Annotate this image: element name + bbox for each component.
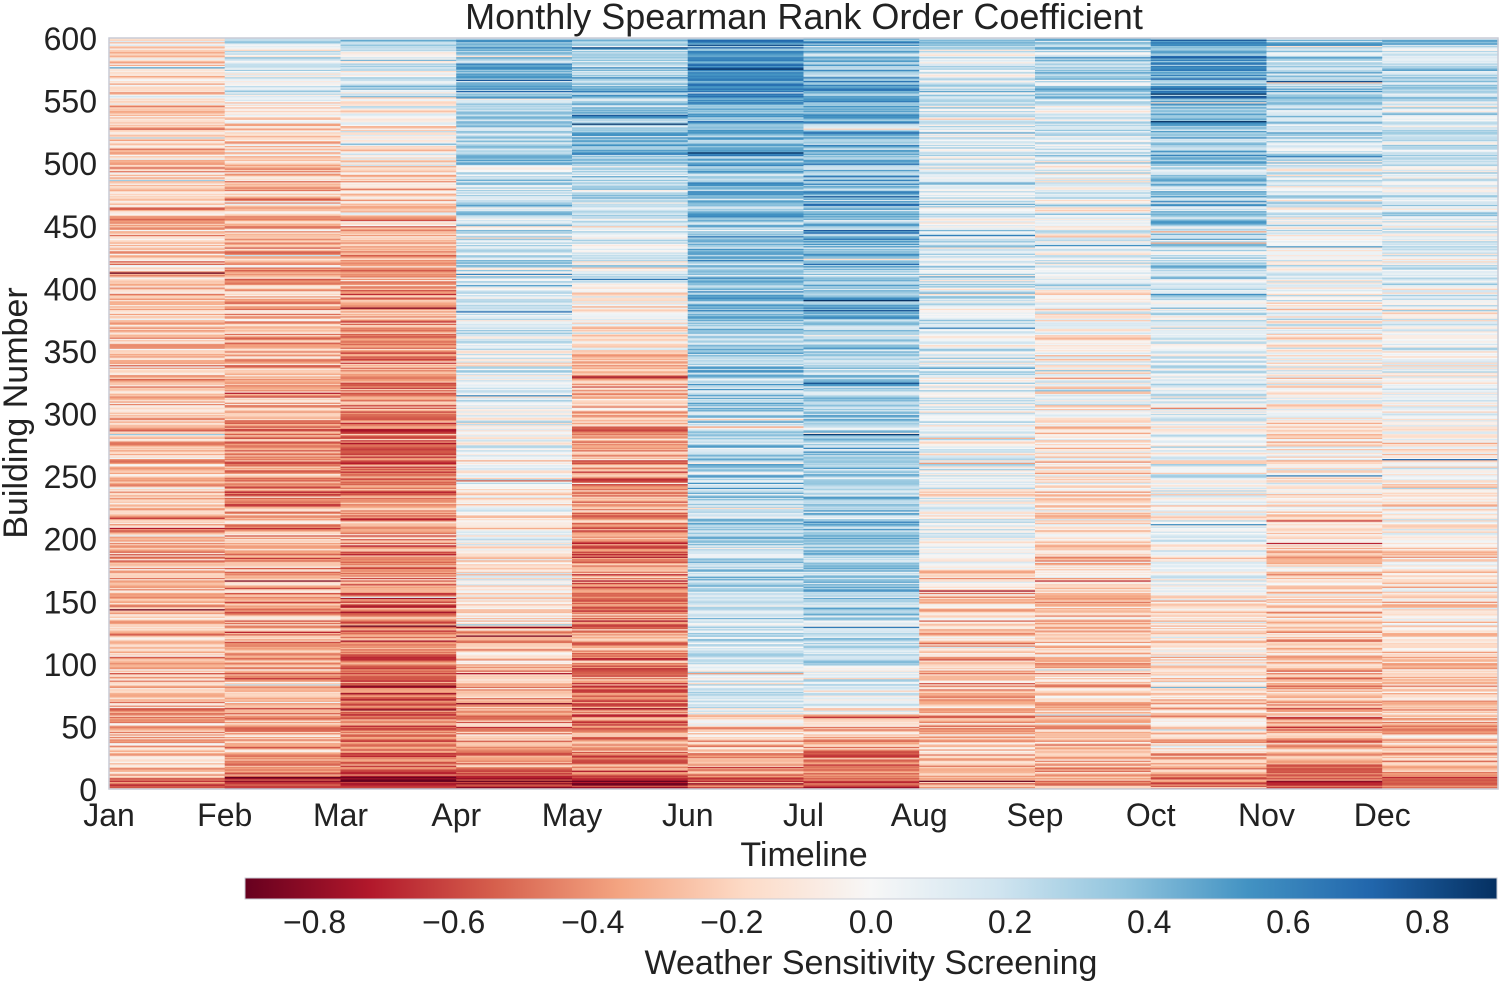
chart-title: Monthly Spearman Rank Order Coefficient — [465, 0, 1143, 37]
heatmap-column-aug — [919, 38, 1035, 789]
heatmap-column-jun — [688, 38, 804, 789]
heatmap-column-apr — [456, 38, 572, 789]
heatmap-cells — [109, 38, 1499, 789]
heatmap-column-jan — [109, 38, 225, 789]
heatmap-column-sep — [1035, 38, 1151, 789]
heatmap-column-may — [572, 38, 688, 789]
heatmap-column-feb — [225, 38, 341, 789]
heatmap-column-jul — [804, 38, 920, 789]
heatmap-column-mar — [341, 38, 457, 789]
